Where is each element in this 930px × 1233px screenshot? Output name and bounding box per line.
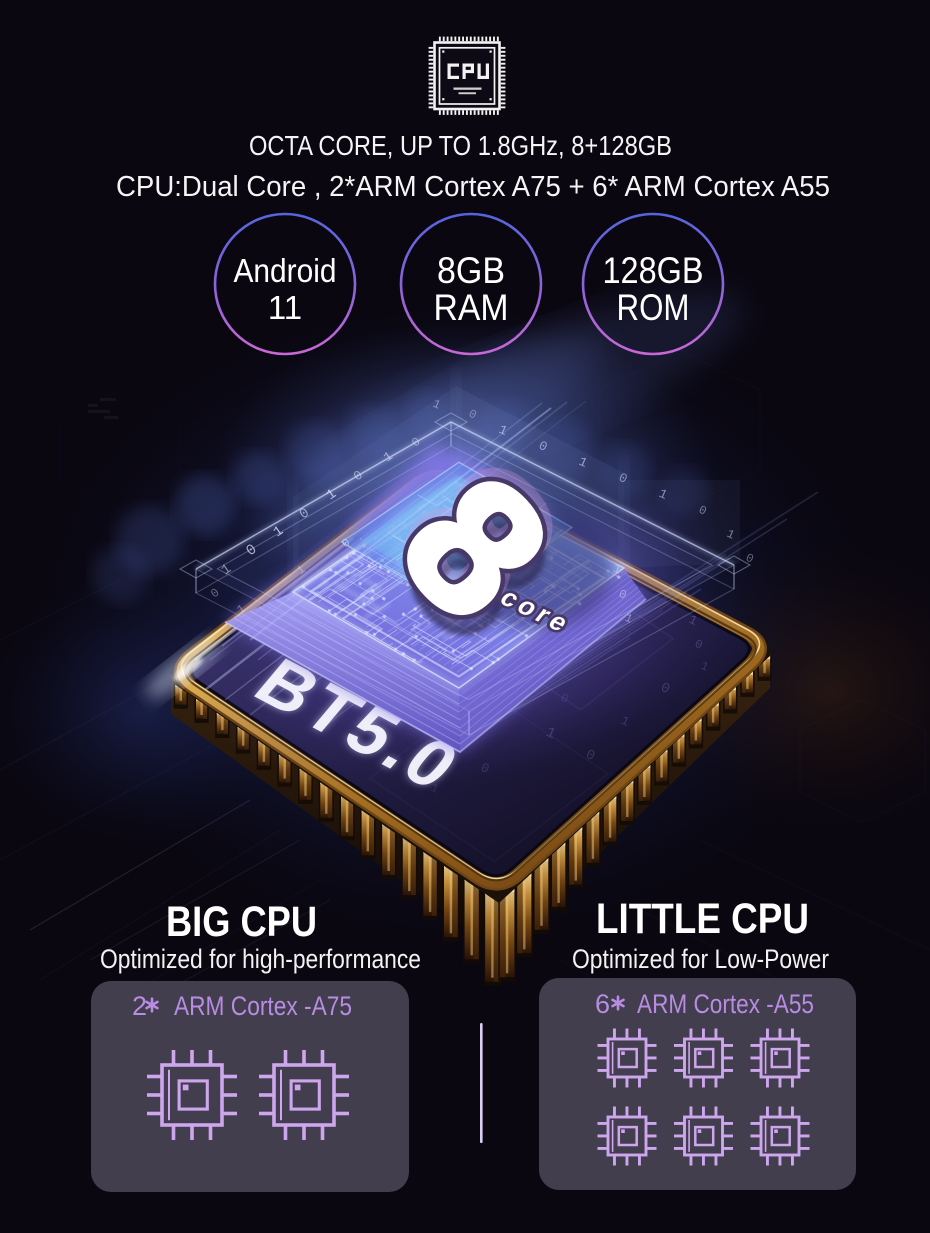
svg-text:ROM: ROM <box>617 287 690 328</box>
svg-text:Android: Android <box>234 252 337 289</box>
svg-text:BIG CPU: BIG CPU <box>166 898 317 946</box>
svg-text:Optimized for Low-Power: Optimized for Low-Power <box>572 944 829 974</box>
svg-text:CPU:Dual Core , 2*ARM Cortex A: CPU:Dual Core , 2*ARM Cortex A75 + 6* AR… <box>116 171 830 203</box>
svg-text:Optimized for high-performance: Optimized for high-performance <box>100 944 421 974</box>
svg-text:11: 11 <box>268 289 302 326</box>
svg-text:ARM Cortex -A75: ARM Cortex -A75 <box>174 991 352 1021</box>
svg-text:2: 2 <box>132 991 147 1021</box>
svg-text:128GB: 128GB <box>603 250 704 291</box>
svg-text:LITTLE CPU: LITTLE CPU <box>596 895 809 943</box>
svg-text:6: 6 <box>595 989 610 1019</box>
svg-text:OCTA CORE, UP TO 1.8GHz, 8+128: OCTA CORE, UP TO 1.8GHz, 8+128GB <box>249 130 672 161</box>
svg-text:RAM: RAM <box>434 287 509 328</box>
svg-text:8GB: 8GB <box>437 250 505 291</box>
svg-text:ARM Cortex -A55: ARM Cortex -A55 <box>637 989 814 1019</box>
